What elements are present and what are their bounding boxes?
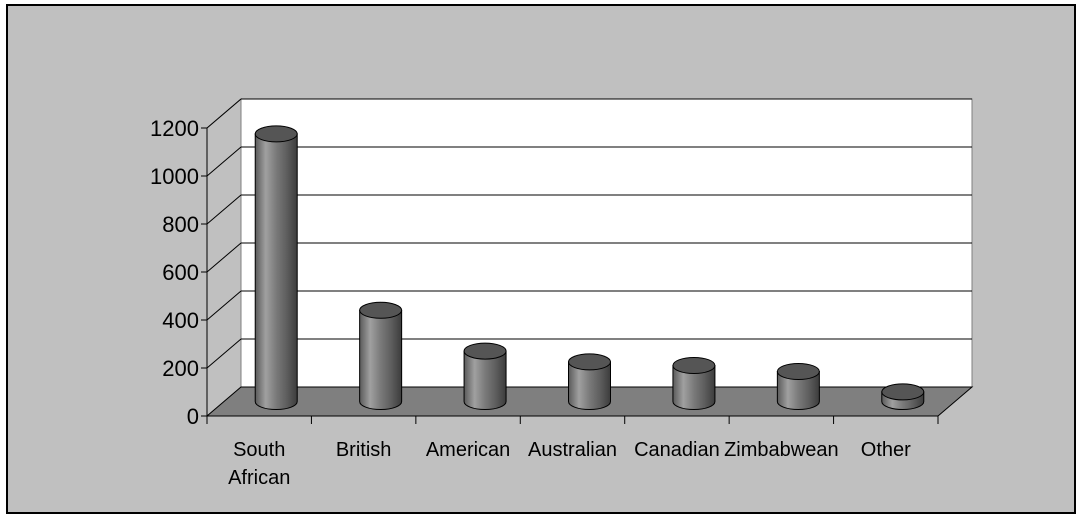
gridline-side bbox=[206, 338, 242, 369]
bar-body bbox=[672, 365, 716, 410]
bar-body bbox=[776, 371, 820, 410]
bar-top bbox=[568, 353, 611, 371]
y-tick-labels: 0 200 400 600 800 1000 1200 bbox=[150, 116, 199, 429]
y-axis bbox=[201, 127, 939, 424]
bar-top bbox=[463, 342, 507, 360]
x-tick-labels: South African British American Australian Can… bbox=[228, 439, 911, 489]
bar-body bbox=[254, 133, 298, 410]
bar-body bbox=[463, 350, 507, 410]
y-tick-label: 0 bbox=[187, 404, 199, 429]
bar bbox=[568, 353, 611, 410]
y-tick-label: 200 bbox=[162, 356, 199, 381]
bar bbox=[672, 357, 716, 410]
gridline-side bbox=[206, 194, 242, 225]
gridline-side bbox=[206, 146, 242, 177]
x-tick-label: British bbox=[336, 439, 392, 461]
y-tick-label: 400 bbox=[162, 308, 199, 333]
gridline-side bbox=[206, 290, 242, 321]
bar bbox=[359, 301, 403, 410]
bar-top bbox=[672, 357, 716, 374]
bar bbox=[463, 342, 507, 410]
x-tick-label: Australian bbox=[528, 439, 617, 461]
x-tick-label: South African bbox=[228, 439, 290, 489]
x-tick-label: American bbox=[426, 439, 510, 461]
y-tick-label: 1000 bbox=[150, 164, 199, 189]
bar-body bbox=[568, 361, 611, 410]
x-tick-label: Canadian bbox=[634, 439, 720, 461]
y-tick-label: 1200 bbox=[150, 116, 199, 141]
y-tick-label: 800 bbox=[162, 212, 199, 237]
x-tick-label: Zimbabwean bbox=[724, 439, 839, 461]
bar-top bbox=[254, 125, 298, 143]
gridline-side bbox=[206, 242, 242, 273]
bar bbox=[254, 125, 298, 410]
bar-top bbox=[776, 363, 820, 380]
gridlines bbox=[206, 98, 972, 369]
y-tick-label: 600 bbox=[162, 260, 199, 285]
bar-body bbox=[359, 309, 403, 410]
gridline-side bbox=[206, 98, 242, 129]
bar-top bbox=[881, 383, 925, 401]
bars bbox=[254, 125, 925, 410]
bar bbox=[776, 363, 820, 410]
bar-top bbox=[359, 301, 403, 319]
bar bbox=[881, 383, 925, 410]
x-tick-label: Other bbox=[861, 439, 911, 461]
